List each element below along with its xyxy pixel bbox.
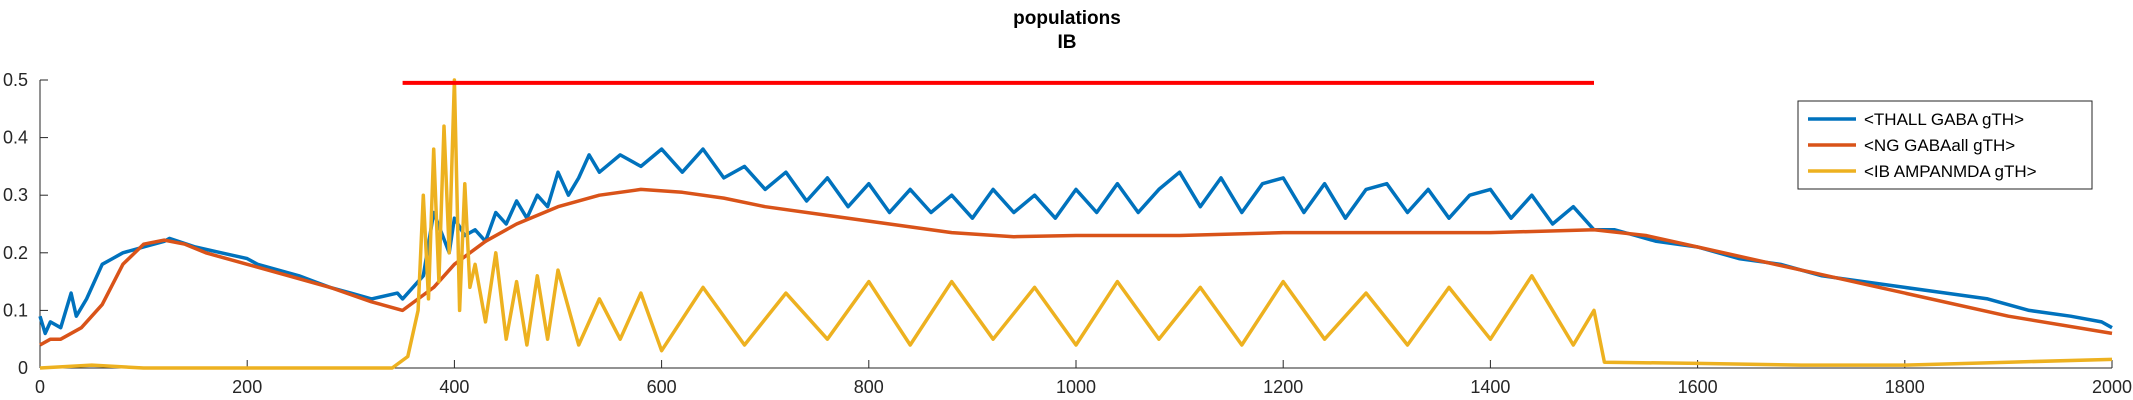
y-tick-label: 0.4 [3, 128, 28, 148]
y-tick-label: 0 [18, 358, 28, 378]
x-tick-label: 400 [439, 377, 469, 397]
chart-subtitle: IB [1058, 32, 1077, 53]
x-tick-label: 1600 [1678, 377, 1718, 397]
x-tick-label: 800 [854, 377, 884, 397]
x-tick-label: 1200 [1263, 377, 1303, 397]
series-line-0 [38, 147, 2113, 336]
x-tick-label: 1800 [1885, 377, 1925, 397]
legend-label: <IB AMPANMDA gTH> [1864, 162, 2037, 181]
series-line-2 [39, 78, 2113, 370]
x-tick-label: 200 [232, 377, 262, 397]
x-tick-label: 600 [647, 377, 677, 397]
legend: <THALL GABA gTH> <NG GABAall gTH> <IB AMPA… [1797, 100, 2093, 190]
chart-title: populations [1013, 8, 1121, 29]
legend-label: <THALL GABA gTH> [1864, 110, 2024, 129]
x-tick-label: 0 [35, 377, 45, 397]
y-tick-label: 0.1 [3, 300, 28, 320]
x-tick-label: 1400 [1470, 377, 1510, 397]
legend-label: <NG GABAall gTH> [1864, 136, 2015, 155]
plot-area [38, 78, 2113, 370]
y-tick-label: 0.3 [3, 185, 28, 205]
y-tick-label: 0.5 [3, 70, 28, 90]
axes: 0 200 400 600 800 1000 1200 1400 1600 1800 2000 0 0.… [3, 70, 2132, 397]
x-tick-label: 1000 [1056, 377, 1096, 397]
x-tick-label: 2000 [2092, 377, 2132, 397]
series-line-1 [39, 187, 2113, 347]
y-tick-label: 0.2 [3, 243, 28, 263]
